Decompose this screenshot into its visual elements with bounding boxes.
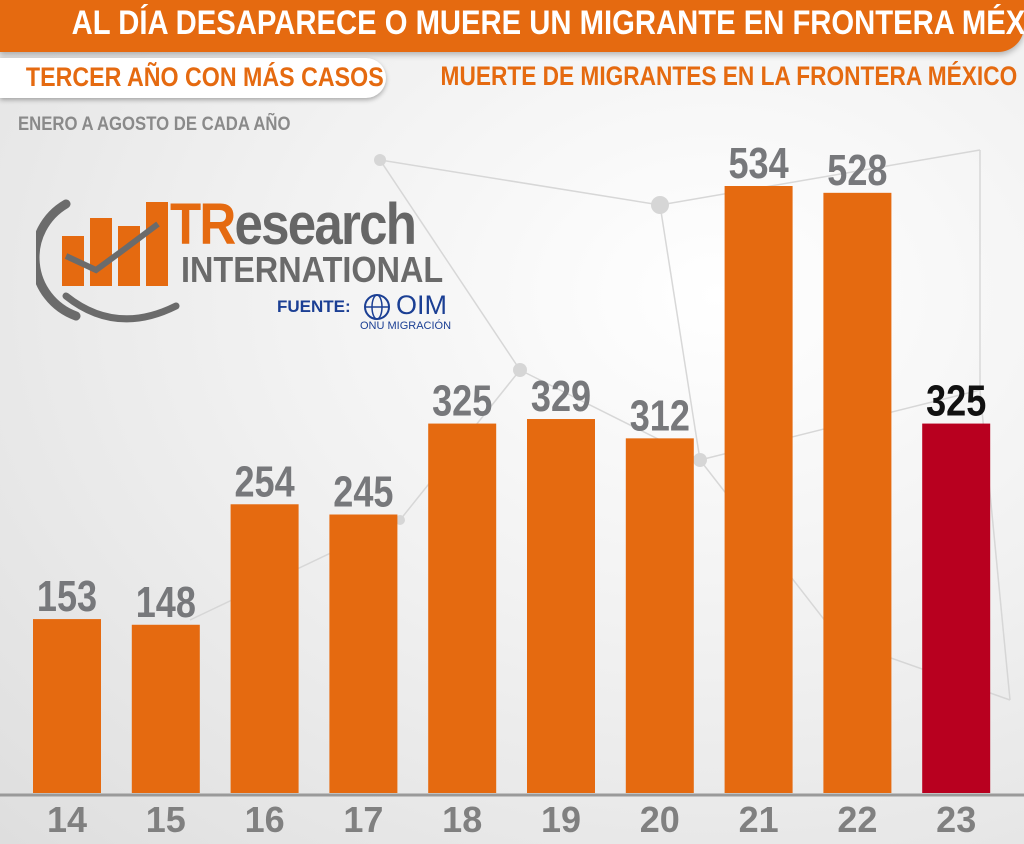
x-tick-label-19: 19 [541,799,581,840]
value-label-14: 153 [37,572,97,621]
bar-16 [230,504,299,793]
brand-subtitle: INTERNATIONAL [181,249,444,290]
x-tick-label-14: 14 [47,799,87,840]
source-label: FUENTE: [277,297,351,316]
bar-14 [33,619,101,793]
value-label-22: 528 [827,145,887,194]
x-tick-label-17: 17 [343,799,383,840]
x-tick-label-23: 23 [936,799,976,840]
bar-20 [625,438,694,793]
bar-19 [527,419,595,793]
brand-tr: TR [170,192,236,257]
badge-text: TERCER AÑO CON MÁS CASOS [25,62,384,92]
globe-icon [364,294,390,320]
chart-title: MUERTE DE MIGRANTES EN LA FRONTERA MÉXIC… [440,61,1024,91]
value-label-16: 254 [235,457,296,506]
bar-17 [329,514,398,793]
bar-22 [823,192,892,794]
x-tick-label-18: 18 [442,799,482,840]
value-label-17: 245 [333,467,393,516]
source-org-subtitle: ONU MIGRACIÓN [360,320,452,332]
value-label-18: 325 [432,376,492,425]
x-tick-label-15: 15 [146,799,186,840]
value-label-19: 329 [531,372,591,421]
period-subtitle: ENERO A AGOSTO DE CADA AÑO [18,114,291,135]
bar-21 [724,186,793,793]
value-label-20: 312 [630,391,690,440]
value-label-23: 325 [926,376,986,425]
brand-name: TResearch [170,196,417,254]
x-tick-label-21: 21 [739,799,779,840]
x-tick-label-20: 20 [640,799,680,840]
value-label-21: 534 [729,139,790,188]
badge-banner: TERCER AÑO CON MÁS CASOS [0,58,386,98]
source-org: OIM [396,290,447,320]
title-banner [0,0,1024,52]
bar-18 [428,423,497,793]
x-tick-label-16: 16 [245,799,285,840]
bar-15 [131,624,200,793]
value-label-15: 148 [136,577,196,626]
main-title: AL DÍA DESAPARECE O MUERE UN MIGRANTE EN… [71,4,1024,42]
x-tick-label-22: 22 [837,799,877,840]
tresearch-logo-mark [36,199,180,323]
brand-rest: esearch [234,192,417,257]
bar-23 [922,423,991,793]
